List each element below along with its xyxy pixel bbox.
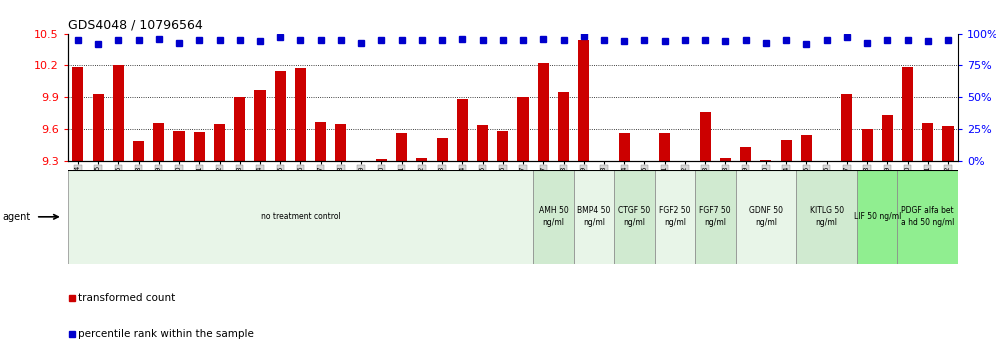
Text: GDS4048 / 10796564: GDS4048 / 10796564: [68, 19, 202, 32]
FancyBboxPatch shape: [897, 170, 958, 264]
Text: PDGF alfa bet
a hd 50 ng/ml: PDGF alfa bet a hd 50 ng/ml: [901, 206, 954, 227]
Bar: [619, 133, 629, 161]
Bar: [375, 159, 387, 161]
FancyBboxPatch shape: [695, 170, 735, 264]
FancyBboxPatch shape: [574, 170, 615, 264]
FancyBboxPatch shape: [654, 170, 695, 264]
Bar: [781, 140, 792, 161]
Bar: [234, 97, 245, 161]
Bar: [173, 131, 184, 161]
Bar: [760, 160, 772, 161]
Bar: [942, 126, 953, 161]
Text: AMH 50
ng/ml: AMH 50 ng/ml: [539, 206, 569, 227]
Text: transformed count: transformed count: [78, 293, 175, 303]
FancyBboxPatch shape: [857, 170, 897, 264]
Text: KITLG 50
ng/ml: KITLG 50 ng/ml: [810, 206, 844, 227]
Bar: [457, 99, 468, 161]
Text: GDNF 50
ng/ml: GDNF 50 ng/ml: [749, 206, 783, 227]
Bar: [336, 124, 347, 161]
Bar: [254, 90, 266, 161]
Bar: [214, 124, 225, 161]
Text: percentile rank within the sample: percentile rank within the sample: [78, 330, 254, 339]
Bar: [558, 92, 569, 161]
Text: FGF2 50
ng/ml: FGF2 50 ng/ml: [659, 206, 690, 227]
FancyBboxPatch shape: [615, 170, 654, 264]
Bar: [902, 67, 913, 161]
Bar: [275, 71, 286, 161]
Text: CTGF 50
ng/ml: CTGF 50 ng/ml: [619, 206, 650, 227]
Bar: [638, 161, 650, 170]
Bar: [396, 133, 407, 161]
Bar: [801, 135, 812, 161]
Bar: [113, 65, 124, 161]
Bar: [538, 63, 549, 161]
Text: no treatment control: no treatment control: [261, 212, 341, 221]
Bar: [720, 158, 731, 161]
Text: FGF7 50
ng/ml: FGF7 50 ng/ml: [699, 206, 731, 227]
Bar: [518, 97, 529, 161]
Bar: [153, 123, 164, 161]
Bar: [315, 122, 327, 161]
Bar: [740, 147, 751, 161]
Bar: [436, 138, 447, 161]
Bar: [679, 161, 690, 164]
Text: BMP4 50
ng/ml: BMP4 50 ng/ml: [578, 206, 611, 227]
FancyBboxPatch shape: [796, 170, 857, 264]
Bar: [295, 68, 306, 161]
Text: LIF 50 ng/ml: LIF 50 ng/ml: [854, 212, 901, 221]
Bar: [699, 112, 711, 161]
Bar: [881, 115, 892, 161]
Bar: [579, 40, 590, 161]
Bar: [93, 94, 104, 161]
Bar: [659, 133, 670, 161]
Bar: [862, 129, 872, 161]
FancyBboxPatch shape: [735, 170, 796, 264]
Bar: [477, 125, 488, 161]
Bar: [193, 132, 205, 161]
Bar: [73, 67, 84, 161]
FancyBboxPatch shape: [533, 170, 574, 264]
Bar: [842, 94, 853, 161]
Text: agent: agent: [2, 212, 30, 222]
FancyBboxPatch shape: [68, 170, 533, 264]
Bar: [821, 161, 833, 163]
Bar: [133, 141, 144, 161]
Bar: [922, 123, 933, 161]
Bar: [416, 158, 427, 161]
Bar: [497, 131, 508, 161]
